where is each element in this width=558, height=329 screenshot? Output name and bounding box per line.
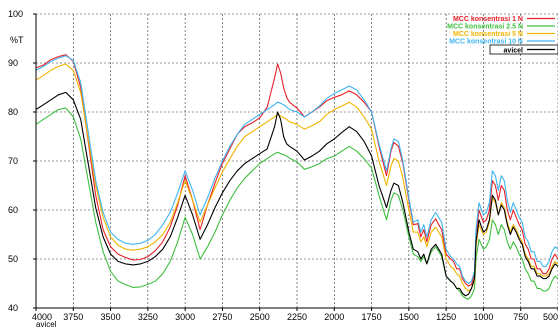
y-axis-title: %T <box>10 35 24 45</box>
legend-label: MCC konsentrasi 5 N <box>453 31 523 38</box>
y-tick-label: 100 <box>8 9 23 19</box>
x-tick-label: 500 <box>543 312 558 322</box>
y-tick-label: 90 <box>8 58 18 68</box>
y-tick-label: 80 <box>8 107 18 117</box>
y-tick-label: 60 <box>8 205 18 215</box>
series-layer <box>35 54 558 300</box>
legend-label: MCC konsentrasi 1 N <box>453 16 523 23</box>
y-tick-label: 50 <box>8 254 18 264</box>
x-tick-label: 4000 <box>32 312 52 322</box>
x-tick-label: 3750 <box>63 312 83 322</box>
series-line-4 <box>35 55 558 285</box>
x-tick-label: 2250 <box>287 312 307 322</box>
tick-layer: 4000 3750 3500 3250 3000 2750 2500 2250 2000 1750… <box>8 9 558 322</box>
x-tick-label: 3250 <box>138 312 158 322</box>
y-tick-label: 70 <box>8 156 18 166</box>
series-line-2 <box>35 107 558 300</box>
legend-label: avicel <box>504 48 524 55</box>
x-tick-label: 1000 <box>473 312 493 322</box>
bottom-note: avicel <box>36 320 57 329</box>
x-tick-label: 2500 <box>250 312 270 322</box>
legend-box <box>489 44 558 55</box>
x-tick-label: 3000 <box>175 312 195 322</box>
x-tick-label: 1500 <box>399 312 419 322</box>
x-tick-label: 1750 <box>362 312 382 322</box>
legend-label: MCC konsentrasi 10 N <box>449 39 523 46</box>
legend-label: MCC konsentrasi 2.5 N <box>447 24 523 31</box>
x-tick-label: 2750 <box>212 312 232 322</box>
x-tick-label: 3500 <box>101 312 121 322</box>
x-tick-label: 750 <box>513 312 528 322</box>
y-tick-label: 40 <box>8 303 18 313</box>
x-tick-label: 2000 <box>324 312 344 322</box>
x-tick-label: 1250 <box>436 312 456 322</box>
series-line-5 <box>35 91 558 297</box>
